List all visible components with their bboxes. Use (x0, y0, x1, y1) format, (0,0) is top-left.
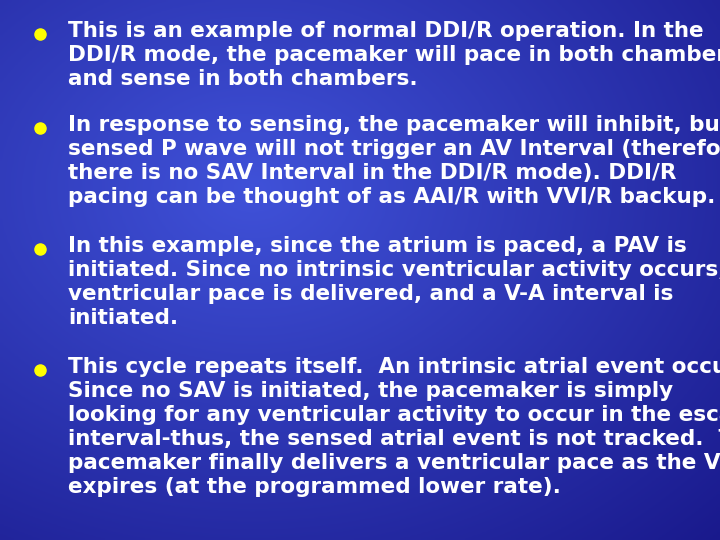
Text: This cycle repeats itself.  An intrinsic atrial event occurs.
Since no SAV is in: This cycle repeats itself. An intrinsic … (68, 357, 720, 497)
Text: In this example, since the atrium is paced, a PAV is
initiated. Since no intrins: In this example, since the atrium is pac… (68, 236, 720, 328)
Text: In response to sensing, the pacemaker will inhibit, but a
sensed P wave will not: In response to sensing, the pacemaker wi… (68, 114, 720, 207)
Text: This is an example of normal DDI/R operation. In the
DDI/R mode, the pacemaker w: This is an example of normal DDI/R opera… (68, 21, 720, 89)
